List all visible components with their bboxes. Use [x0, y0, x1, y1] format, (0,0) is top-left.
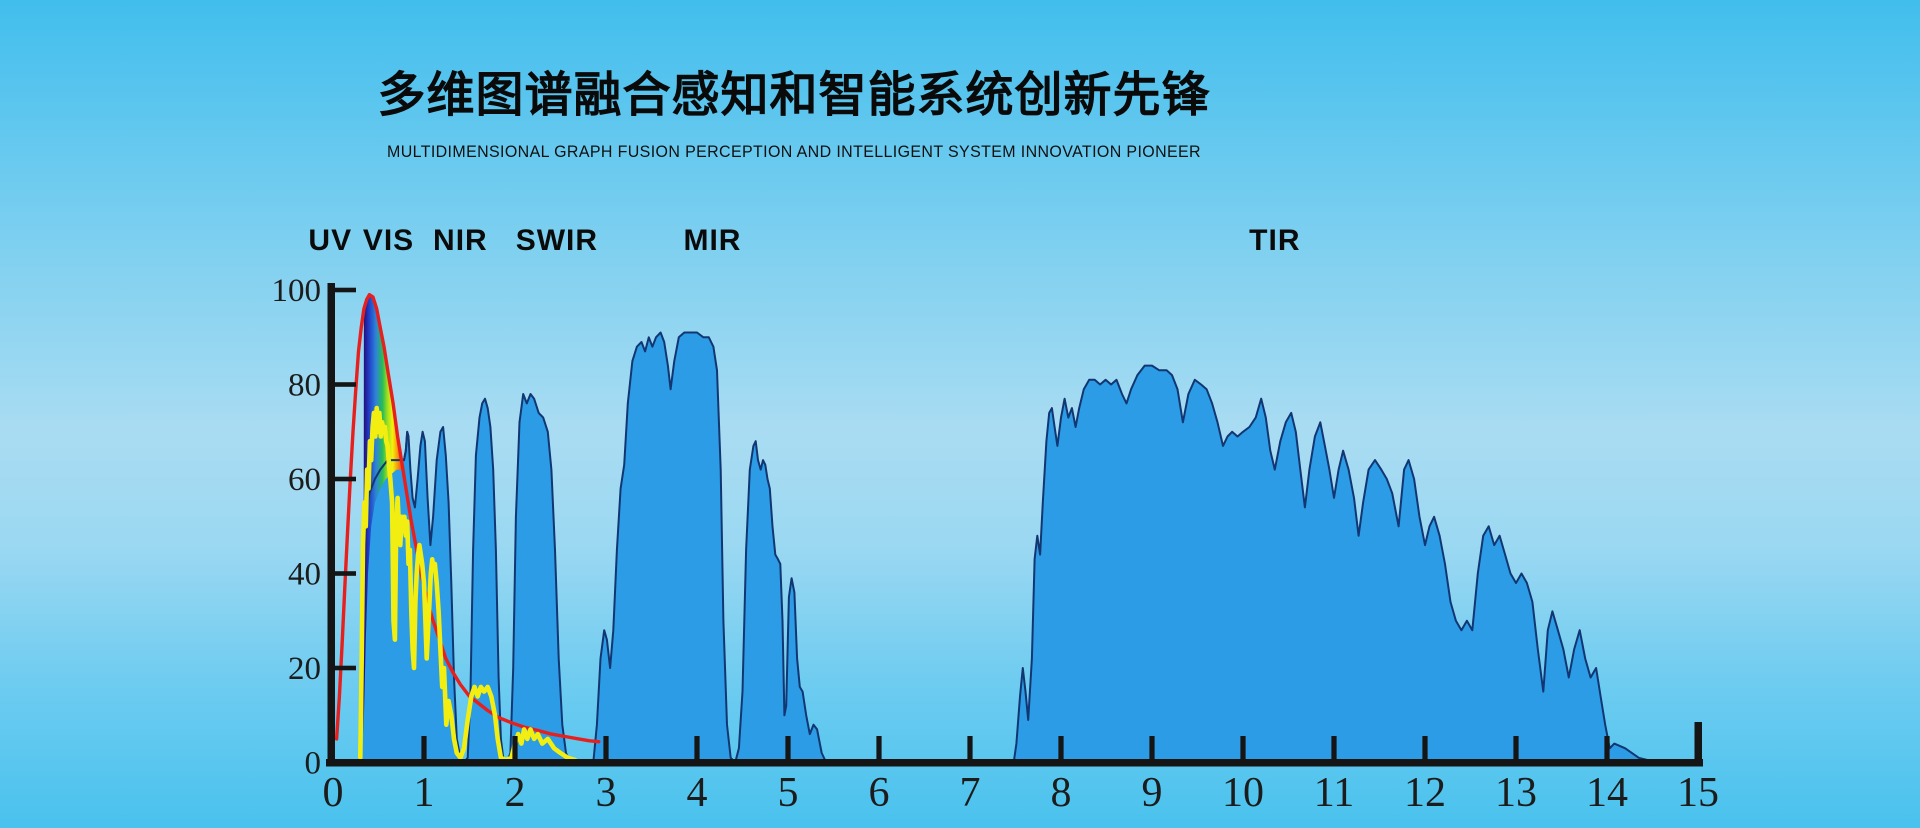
x-tick: [876, 736, 882, 760]
y-tick: [335, 287, 356, 293]
x-tick-label: 9: [1142, 770, 1163, 816]
x-tick: [1604, 736, 1610, 760]
chart-series: [334, 293, 1658, 764]
band-label-mir: MIR: [683, 224, 742, 257]
x-tick-label: 12: [1404, 770, 1446, 816]
x-axis-line: [326, 759, 1703, 767]
x-tick-label: 3: [596, 770, 617, 816]
window-a-outline: [362, 431, 410, 565]
x-tick-label: 14: [1586, 770, 1628, 816]
header: 多维图谱融合感知和智能系统创新先锋 MULTIDIMENSIONAL GRAPH…: [0, 0, 1588, 161]
page-title: 多维图谱融合感知和智能系统创新先锋: [377, 69, 1211, 122]
y-tick: [335, 382, 356, 387]
band-label-nir: NIR: [433, 224, 488, 257]
y-tick-label: 40: [288, 557, 321, 593]
page-subtitle: MULTIDIMENSIONAL GRAPH FUSION PERCEPTION…: [387, 142, 1201, 161]
x-tick: [421, 736, 427, 760]
y-tick: [335, 571, 356, 576]
x-tick: [694, 736, 700, 760]
x-tick-label: 4: [687, 770, 708, 816]
solar-irradiance-curve: [358, 405, 578, 763]
x-tick: [1422, 736, 1428, 760]
blackbody-curve: [334, 293, 601, 744]
x-tick: [1149, 736, 1155, 760]
x-tick: [967, 736, 973, 760]
band-label-tir: TIR: [1249, 224, 1301, 257]
x-tick-label: 8: [1051, 770, 1072, 816]
y-tick-label: 60: [288, 462, 321, 498]
y-tick-label: 0: [305, 746, 322, 782]
y-axis-line: [327, 283, 335, 766]
x-tick-label: 13: [1495, 770, 1537, 816]
x-tick-label: 10: [1222, 770, 1264, 816]
x-tick-label: 0: [323, 770, 344, 816]
y-tick-label: 100: [272, 273, 322, 309]
band-label-vis: VIS: [362, 224, 415, 257]
x-tick-label: 6: [869, 770, 890, 816]
x-tick: [1240, 736, 1246, 760]
x-tick: [1058, 736, 1064, 760]
x-tick: [1513, 736, 1519, 760]
x-tick-label: 2: [505, 770, 526, 816]
x-tick-label: 1: [414, 770, 435, 816]
transmission-windows-area: [357, 331, 1658, 764]
y-tick: [335, 476, 356, 482]
visible-spectrum-rainbow: [363, 294, 405, 735]
x-tick-label: 11: [1314, 770, 1354, 816]
x-tick: [603, 736, 609, 760]
x-tick: [1695, 736, 1701, 760]
x-tick-label: 15: [1677, 770, 1719, 816]
x-tick: [785, 736, 791, 760]
band-label-uv: UV: [308, 224, 353, 257]
x-tick: [512, 736, 518, 760]
x-tick: [1331, 736, 1337, 760]
x-tick-label: 5: [778, 770, 799, 816]
x-tick-label: 7: [960, 770, 981, 816]
band-label-swir: SWIR: [515, 224, 599, 257]
y-tick-label: 20: [288, 651, 321, 687]
y-tick: [335, 665, 356, 671]
y-tick-label: 80: [288, 368, 321, 404]
